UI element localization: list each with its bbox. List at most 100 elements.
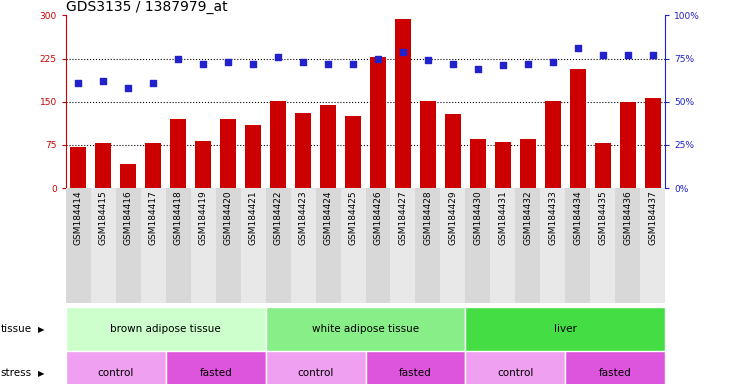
- Text: fasted: fasted: [200, 368, 232, 379]
- Text: GSM184429: GSM184429: [448, 190, 458, 245]
- Text: GSM184426: GSM184426: [374, 190, 382, 245]
- Bar: [569, 69, 586, 188]
- Bar: [195, 141, 211, 188]
- Bar: [466, 351, 565, 384]
- Text: GSM184434: GSM184434: [573, 190, 583, 245]
- Text: GSM184417: GSM184417: [148, 190, 158, 245]
- Text: GSM184421: GSM184421: [249, 190, 257, 245]
- Bar: [295, 113, 311, 188]
- Bar: [245, 125, 261, 188]
- Point: [272, 54, 284, 60]
- Text: GSM184437: GSM184437: [648, 190, 657, 245]
- Point: [247, 61, 259, 67]
- Text: GSM184425: GSM184425: [349, 190, 357, 245]
- Bar: [440, 188, 466, 303]
- Bar: [620, 102, 636, 188]
- Text: brown adipose tissue: brown adipose tissue: [110, 324, 221, 334]
- Bar: [70, 147, 86, 188]
- Bar: [265, 307, 466, 351]
- Bar: [95, 143, 111, 188]
- Bar: [565, 351, 665, 384]
- Point: [322, 61, 334, 67]
- Bar: [415, 188, 440, 303]
- Bar: [166, 351, 265, 384]
- Text: GSM184423: GSM184423: [298, 190, 308, 245]
- Bar: [645, 98, 661, 188]
- Text: control: control: [97, 368, 134, 379]
- Bar: [265, 351, 366, 384]
- Bar: [170, 119, 186, 188]
- Bar: [66, 351, 166, 384]
- Bar: [591, 188, 616, 303]
- Text: fasted: fasted: [599, 368, 632, 379]
- Text: GSM184435: GSM184435: [598, 190, 607, 245]
- Text: GSM184424: GSM184424: [324, 190, 333, 245]
- Text: GSM184420: GSM184420: [224, 190, 232, 245]
- Text: GSM184431: GSM184431: [499, 190, 507, 245]
- Text: GSM184415: GSM184415: [99, 190, 107, 245]
- Bar: [370, 57, 386, 188]
- Text: GSM184427: GSM184427: [398, 190, 407, 245]
- Bar: [191, 188, 216, 303]
- Text: GSM184430: GSM184430: [474, 190, 482, 245]
- Bar: [390, 188, 415, 303]
- Point: [597, 52, 609, 58]
- Text: GSM184422: GSM184422: [273, 190, 283, 245]
- Point: [72, 80, 84, 86]
- Bar: [66, 307, 265, 351]
- Point: [522, 61, 534, 67]
- Bar: [216, 188, 240, 303]
- Bar: [220, 119, 236, 188]
- Text: stress: stress: [1, 368, 32, 379]
- Point: [472, 66, 484, 72]
- Bar: [520, 139, 536, 188]
- Bar: [565, 188, 590, 303]
- Text: ▶: ▶: [38, 325, 45, 334]
- Bar: [320, 104, 336, 188]
- Text: GSM184419: GSM184419: [199, 190, 208, 245]
- Bar: [115, 188, 140, 303]
- Point: [148, 80, 159, 86]
- Point: [197, 61, 209, 67]
- Bar: [470, 139, 486, 188]
- Bar: [540, 188, 565, 303]
- Text: GSM184436: GSM184436: [624, 190, 632, 245]
- Bar: [545, 101, 561, 188]
- Bar: [495, 142, 511, 188]
- Bar: [491, 188, 515, 303]
- Bar: [120, 164, 137, 188]
- Text: GSM184433: GSM184433: [548, 190, 557, 245]
- Point: [572, 45, 583, 51]
- Bar: [466, 188, 491, 303]
- Bar: [341, 188, 366, 303]
- Bar: [145, 143, 162, 188]
- Text: GSM184432: GSM184432: [523, 190, 532, 245]
- Bar: [91, 188, 115, 303]
- Bar: [444, 114, 461, 188]
- Bar: [265, 188, 290, 303]
- Bar: [240, 188, 265, 303]
- Bar: [290, 188, 316, 303]
- Bar: [316, 188, 341, 303]
- Bar: [420, 101, 436, 188]
- Bar: [616, 188, 640, 303]
- Text: ▶: ▶: [38, 369, 45, 378]
- Bar: [515, 188, 540, 303]
- Point: [347, 61, 359, 67]
- Bar: [140, 188, 166, 303]
- Point: [622, 52, 634, 58]
- Point: [122, 85, 134, 91]
- Point: [397, 49, 409, 55]
- Bar: [345, 116, 361, 188]
- Point: [497, 62, 509, 68]
- Text: GSM184418: GSM184418: [174, 190, 183, 245]
- Point: [298, 59, 309, 65]
- Point: [447, 61, 459, 67]
- Text: white adipose tissue: white adipose tissue: [312, 324, 419, 334]
- Bar: [466, 307, 665, 351]
- Bar: [66, 188, 91, 303]
- Point: [647, 52, 659, 58]
- Point: [97, 78, 109, 84]
- Point: [372, 56, 384, 62]
- Bar: [366, 351, 466, 384]
